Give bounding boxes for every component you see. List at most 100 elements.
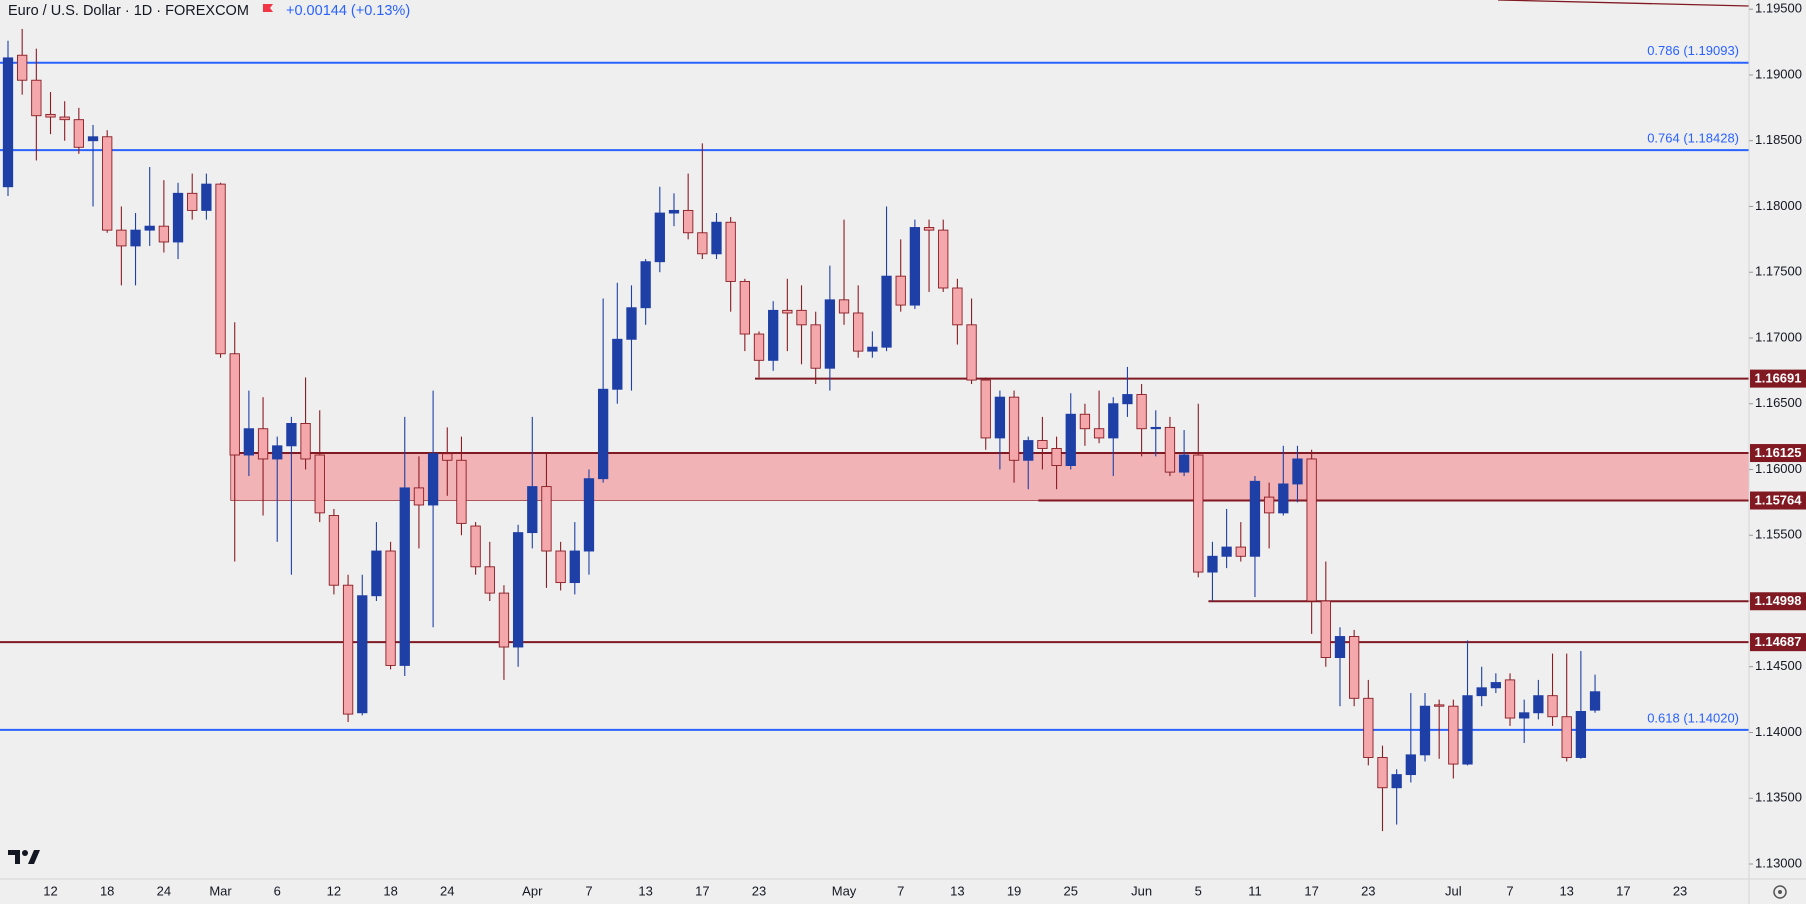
x-tick-label: 11 xyxy=(1248,883,1262,898)
candle-body xyxy=(1164,426,1176,473)
x-tick-label: 18 xyxy=(100,883,114,898)
candle-body xyxy=(1547,695,1558,718)
axes: 1.130001.135001.140001.145001.150001.155… xyxy=(43,1,1806,898)
candle-body xyxy=(456,459,467,524)
candle-body xyxy=(966,324,977,381)
candle-body xyxy=(1519,712,1530,719)
candle-body xyxy=(1334,636,1346,658)
y-tick-label: 1.16500 xyxy=(1755,395,1802,410)
candle-body xyxy=(1235,546,1246,557)
candle-body xyxy=(753,333,765,361)
x-tick-label: 5 xyxy=(1195,883,1202,898)
candle-body xyxy=(923,227,935,231)
candle-body xyxy=(470,525,481,568)
y-tick-label: 1.17000 xyxy=(1755,329,1802,344)
x-tick-label: May xyxy=(832,883,857,898)
x-tick-label: 7 xyxy=(897,883,904,898)
candle-body xyxy=(1434,704,1445,707)
candle-body xyxy=(853,312,864,352)
candle-body xyxy=(512,532,524,648)
candle-body xyxy=(697,232,708,255)
candle-body xyxy=(838,299,850,314)
x-tick-label: 13 xyxy=(1559,883,1573,898)
trend-line xyxy=(1497,0,1750,7)
candle-body xyxy=(286,423,297,447)
level-tag xyxy=(1750,369,1806,388)
x-tick-label: 18 xyxy=(383,883,397,898)
y-tick-label: 1.19000 xyxy=(1755,66,1802,81)
candle-body xyxy=(1221,546,1232,557)
level-tag-label: 1.14998 xyxy=(1755,593,1802,608)
candle-body xyxy=(626,307,637,340)
candle-body xyxy=(31,79,42,117)
candle-body xyxy=(272,445,283,460)
x-tick-label: 24 xyxy=(157,883,171,898)
candle-body xyxy=(796,309,807,326)
level-tag xyxy=(1750,491,1806,510)
candle-body xyxy=(1476,687,1487,697)
candle-body xyxy=(1292,458,1303,485)
candle-body xyxy=(172,192,184,243)
candle-body xyxy=(385,550,396,666)
candle-body xyxy=(725,221,736,282)
candle-body xyxy=(243,428,255,456)
candle-body xyxy=(399,487,410,666)
settings-icon[interactable] xyxy=(1773,885,1787,899)
x-tick-label: 23 xyxy=(1361,883,1375,898)
candle-body xyxy=(357,595,368,714)
candle-body xyxy=(1008,396,1020,461)
x-tick-label: 12 xyxy=(327,883,341,898)
candle-body xyxy=(1051,447,1062,466)
x-tick-label: 17 xyxy=(1304,883,1318,898)
candle-body xyxy=(810,324,821,369)
candle-body xyxy=(881,275,892,348)
x-tick-label: 25 xyxy=(1064,883,1078,898)
candle-body xyxy=(1136,394,1147,430)
x-tick-label: Jul xyxy=(1445,883,1462,898)
candle-body xyxy=(201,183,212,211)
candle-body xyxy=(668,209,680,214)
candle-body xyxy=(413,487,425,506)
candle-body xyxy=(442,453,453,461)
candle-body xyxy=(768,309,779,361)
y-tick-label: 1.16000 xyxy=(1755,461,1802,476)
candle-body xyxy=(1490,682,1502,689)
sr-zone xyxy=(230,452,1750,501)
level-tag-label: 1.16691 xyxy=(1755,371,1802,386)
candle-body xyxy=(1150,426,1161,430)
candle-body xyxy=(45,113,56,118)
candle-body xyxy=(1079,413,1091,430)
candle-body xyxy=(938,229,949,289)
candle-body xyxy=(583,478,595,552)
candle-body xyxy=(328,515,340,586)
candle-body xyxy=(1533,695,1544,714)
candle-body xyxy=(1207,555,1218,573)
candle-body xyxy=(541,486,552,552)
price-change: +0.00144 (+0.13%) xyxy=(286,3,410,19)
candle-body xyxy=(1363,697,1374,758)
x-tick-label: 23 xyxy=(1673,883,1687,898)
candle-body xyxy=(427,453,439,506)
x-tick-label: 19 xyxy=(1007,883,1021,898)
candle-body xyxy=(1037,440,1048,449)
candle-body xyxy=(1377,757,1388,789)
candle-body xyxy=(1448,705,1459,765)
candle-body xyxy=(130,229,141,247)
fib-label: 0.618 (1.14020) xyxy=(1647,710,1739,725)
candle-body xyxy=(683,209,694,234)
level-tag xyxy=(1750,592,1806,611)
x-tick-label: 24 xyxy=(440,883,454,898)
candle-body xyxy=(257,428,269,460)
x-tick-label: 13 xyxy=(638,883,652,898)
candle-body xyxy=(1263,496,1275,514)
level-tag xyxy=(1750,633,1806,652)
candle-body xyxy=(1108,403,1119,439)
y-tick-label: 1.17500 xyxy=(1755,264,1802,279)
y-tick-label: 1.15500 xyxy=(1755,527,1802,542)
x-tick-label: 7 xyxy=(585,883,592,898)
fib-label: 0.786 (1.19093) xyxy=(1647,43,1739,58)
x-tick-label: 7 xyxy=(1506,883,1513,898)
flag-icon[interactable] xyxy=(263,4,273,12)
candle-body xyxy=(144,225,155,231)
candle-body xyxy=(187,192,198,211)
